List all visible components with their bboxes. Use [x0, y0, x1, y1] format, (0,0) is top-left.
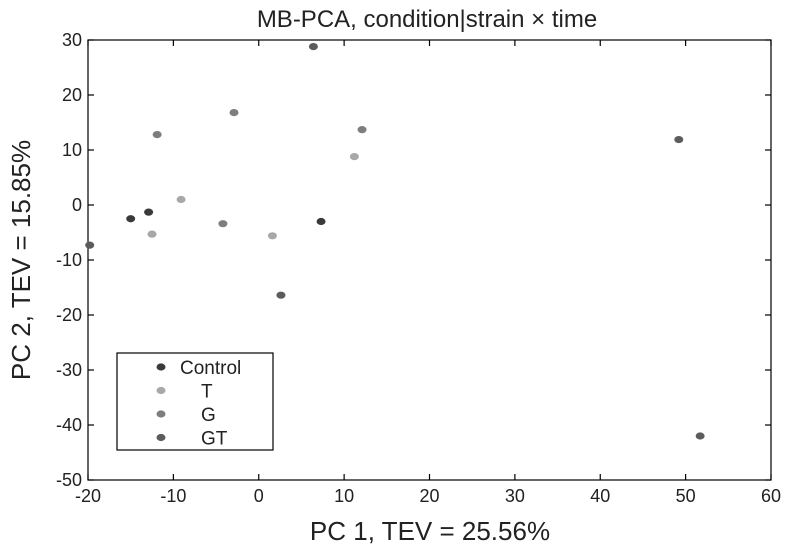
- point-control: [126, 215, 136, 223]
- legend-label-gt: GT: [201, 429, 228, 450]
- point-control: [144, 208, 154, 216]
- y-tick-label: 30: [62, 30, 82, 50]
- y-axis-title: PC 2, TEV = 15.85%: [6, 140, 36, 380]
- scatter-points: [85, 43, 705, 440]
- y-tick-label: 20: [62, 85, 82, 105]
- y-tick-label: -40: [56, 415, 82, 435]
- x-tick-label: -20: [75, 486, 101, 506]
- y-tick-label: 10: [62, 140, 82, 160]
- point-gt: [308, 43, 318, 51]
- legend-marker-control: [156, 363, 166, 371]
- legend-box: [116, 352, 274, 451]
- point-t: [349, 153, 359, 161]
- legend-marker-gt: [156, 433, 166, 442]
- y-axis: -50 -40 -30 -20 -10 0 10 20 30: [56, 30, 771, 490]
- point-g: [357, 126, 367, 134]
- y-tick-label: -20: [56, 305, 82, 325]
- legend-label-control: Control: [180, 358, 241, 379]
- point-t: [176, 195, 186, 204]
- point-g: [229, 109, 239, 117]
- x-tick-label: 0: [254, 486, 264, 506]
- point-gt: [695, 432, 705, 440]
- legend: Control TG GT: [116, 352, 274, 451]
- y-tick-label: -30: [56, 360, 82, 380]
- y-tick-label: -50: [56, 470, 82, 490]
- x-tick-label: 50: [676, 486, 696, 506]
- x-tick-label: -10: [160, 486, 186, 506]
- legend-label-t: T: [201, 382, 213, 403]
- y-tick-label: 0: [72, 195, 82, 215]
- y-tick-label: -10: [56, 250, 82, 270]
- x-axis: -20 -10 0 10 20 30 40 50 60: [75, 40, 781, 506]
- chart-title: MB-PCA, condition|strain × time: [257, 6, 597, 33]
- x-tick-label: 40: [590, 486, 610, 506]
- point-t: [267, 232, 277, 240]
- x-tick-label: 10: [334, 486, 354, 506]
- x-tick-label: 60: [761, 486, 781, 506]
- legend-label-g: G: [201, 405, 216, 426]
- point-control: [316, 217, 326, 226]
- x-axis-title: PC 1, TEV = 25.56%: [310, 516, 550, 546]
- point-gt: [674, 135, 684, 144]
- x-tick-label: 20: [419, 486, 439, 506]
- point-gt: [276, 291, 286, 299]
- point-g: [152, 131, 162, 139]
- point-g: [218, 220, 228, 228]
- legend-marker-g: [156, 410, 166, 418]
- x-tick-label: 30: [505, 486, 525, 506]
- legend-marker-t: [156, 386, 166, 395]
- point-gt: [85, 241, 95, 249]
- point-t: [147, 230, 157, 238]
